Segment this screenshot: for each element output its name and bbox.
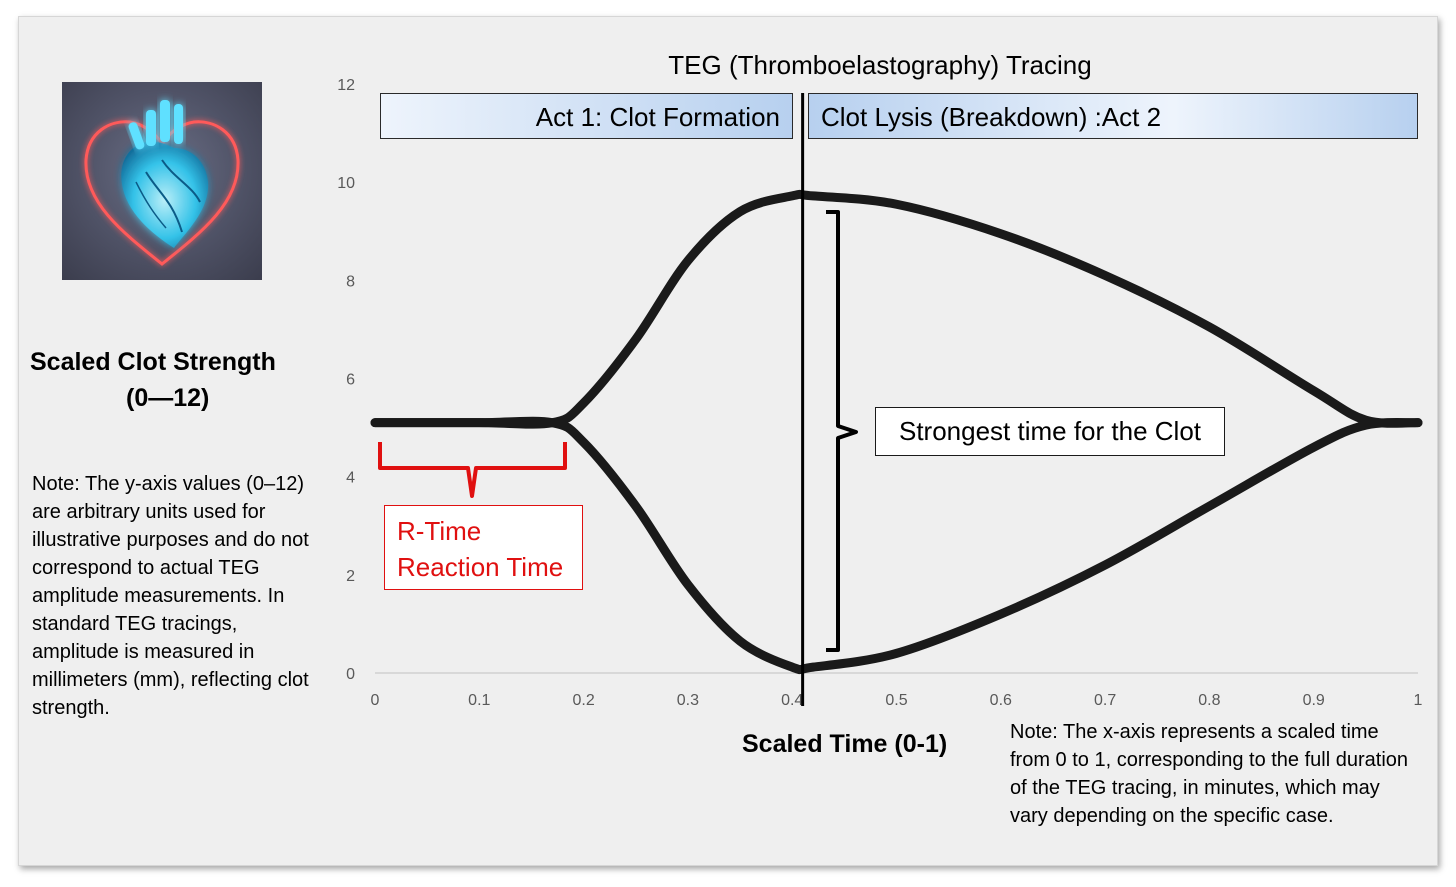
chart-title: TEG (Thromboelastography) Tracing [668, 50, 1092, 80]
x-tick-label: 0.7 [1094, 692, 1116, 709]
x-tick-label: 0.2 [572, 692, 594, 709]
y-tick-label: 6 [346, 372, 355, 389]
x-axis-title: Scaled Time (0-1) [742, 730, 948, 758]
x-tick-label: 0.1 [468, 692, 490, 709]
act2-banner: Clot Lysis (Breakdown) :Act 2 [808, 93, 1418, 139]
lower-tracing-line [370, 416, 1423, 675]
y-axis-title-line1: Scaled Clot Strength [30, 348, 276, 376]
x-tick-label: 0 [371, 692, 380, 709]
x-tick-label: 0.9 [1303, 692, 1325, 709]
r-time-brace [378, 442, 567, 498]
y-tick-label: 12 [337, 77, 355, 94]
y-tick-label: 2 [346, 568, 355, 585]
strongest-time-bracket [826, 210, 858, 652]
r-time-callout: R-Time Reaction Time [384, 505, 583, 590]
chart-overlays [378, 93, 858, 706]
upper-tracing-line [370, 189, 1423, 429]
x-tick-label: 0.4 [781, 692, 803, 709]
y-tick-label: 0 [346, 666, 355, 683]
r-time-label: R-Time [397, 516, 482, 546]
y-tick-label: 8 [346, 273, 355, 290]
x-axis-note: Note: The x-axis represents a scaled tim… [1010, 721, 1409, 827]
y-tick-label: 4 [346, 470, 355, 487]
strongest-time-callout: Strongest time for the Clot [875, 407, 1225, 456]
y-axis-note: Note: The y-axis values (0–12) are arbit… [32, 473, 309, 719]
x-tick-label: 0.5 [885, 692, 907, 709]
y-axis-title-line2: (0—12) [126, 384, 210, 412]
y-axis-title: Scaled Clot Strength (0—12) [30, 344, 320, 416]
act1-banner: Act 1: Clot Formation [380, 93, 793, 139]
x-tick-label: 0.8 [1198, 692, 1220, 709]
y-tick-label: 10 [337, 175, 355, 192]
reaction-time-label: Reaction Time [397, 552, 564, 582]
x-tick-label: 1 [1414, 692, 1423, 709]
x-tick-label: 0.3 [677, 692, 699, 709]
chart-curves [370, 189, 1423, 675]
glowing-heart-icon [62, 82, 262, 280]
x-tick-label: 0.6 [990, 692, 1012, 709]
